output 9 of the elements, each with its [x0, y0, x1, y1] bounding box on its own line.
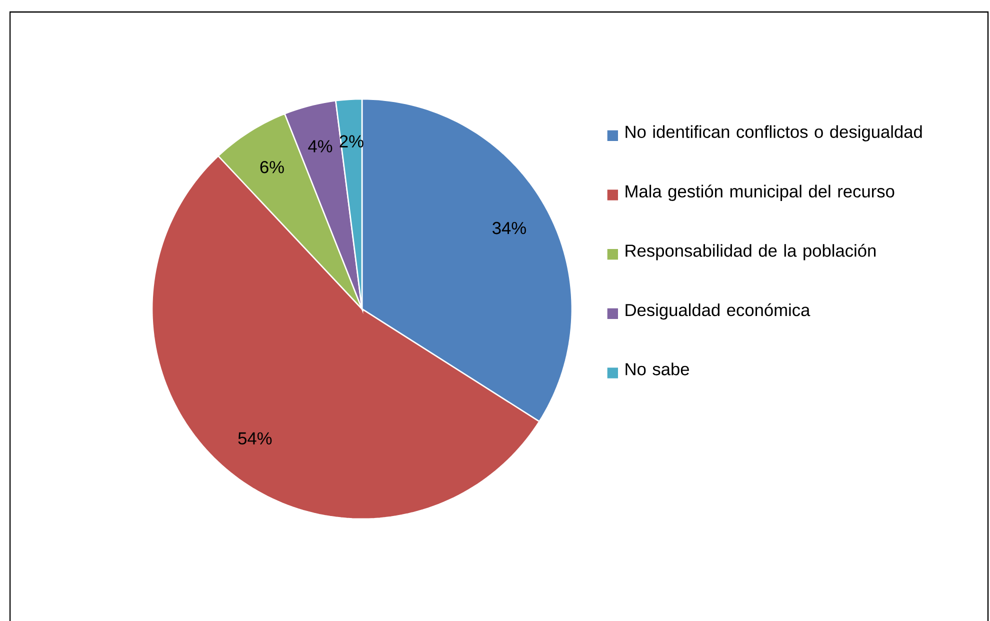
legend-label: No sabe [626, 362, 689, 376]
data-label: 4% [308, 140, 332, 152]
legend-label: Responsabilidad de la población [626, 244, 876, 260]
data-label: 54% [238, 432, 272, 445]
data-label: 34% [492, 222, 526, 234]
data-label: 6% [260, 160, 284, 174]
legend-label: Desigualdad económica [626, 303, 810, 320]
legend-label: Mala gestión municipal del recurso [626, 184, 894, 201]
legend-label: No identifican conflictos o desigualdad [626, 125, 922, 142]
